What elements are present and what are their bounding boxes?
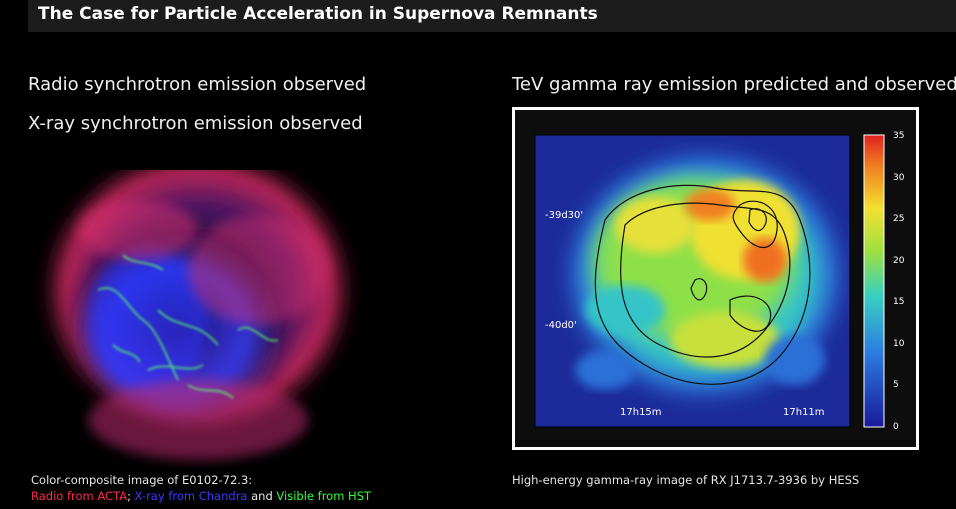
colorbar-tick-20: 20 <box>893 256 905 266</box>
xray-heading: X-ray synchrotron emission observed <box>28 113 363 134</box>
map-border <box>534 134 851 428</box>
colorbar-tick-5: 5 <box>893 380 899 390</box>
ra-label-2: 17h11m <box>783 407 825 418</box>
caption-and: and <box>247 489 277 503</box>
ra-label-1: 17h15m <box>620 407 662 418</box>
colorbar <box>863 134 885 428</box>
slide-title: The Case for Particle Acceleration in Su… <box>38 4 598 24</box>
left-caption-line2: Radio from ACTA; X-ray from Chandra and … <box>31 489 371 503</box>
colorbar-tick-25: 25 <box>893 214 904 224</box>
colorbar-tick-35: 35 <box>893 131 904 141</box>
colorbar-tick-30: 30 <box>893 173 905 183</box>
dec-label-2: -40d0' <box>545 320 577 331</box>
caption-separator: ; <box>127 489 135 503</box>
caption-radio: Radio from ACTA <box>31 489 128 503</box>
left-caption-line1: Color-composite image of E0102-72.3: <box>31 473 253 487</box>
right-caption: High-energy gamma-ray image of RX J1713.… <box>512 473 860 487</box>
caption-xray: X-ray from Chandra <box>134 489 248 503</box>
snr-composite-image <box>28 140 408 470</box>
colorbar-tick-0: 0 <box>893 422 899 432</box>
colorbar-tick-10: 10 <box>893 339 905 349</box>
snr-image-svg <box>33 140 363 460</box>
title-bar: The Case for Particle Acceleration in Su… <box>28 0 956 32</box>
dec-label-1: -39d30' <box>545 210 583 221</box>
gamma-ray-map: -39d30' -40d0' 17h15m 17h11m 35 30 25 20… <box>534 131 905 432</box>
gamma-ray-image-frame: -39d30' -40d0' 17h15m 17h11m 35 30 25 20… <box>512 107 919 450</box>
colorbar-tick-15: 15 <box>893 297 904 307</box>
gamma-heading: TeV gamma ray emission predicted and obs… <box>512 74 956 95</box>
radio-heading: Radio synchrotron emission observed <box>28 74 367 95</box>
caption-visible: Visible from HST <box>276 489 372 503</box>
